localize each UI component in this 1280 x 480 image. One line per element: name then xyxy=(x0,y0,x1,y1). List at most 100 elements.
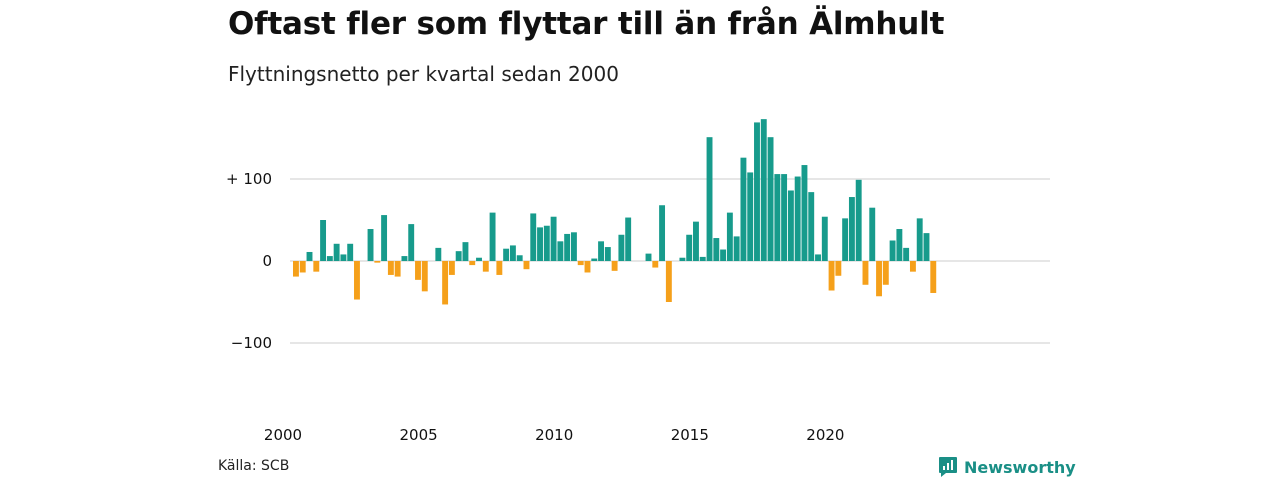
x-tick-label: 2005 xyxy=(400,426,438,444)
bar-2008-q2 xyxy=(516,255,523,261)
bar-2019-q1 xyxy=(808,192,815,261)
bar-2010-q2 xyxy=(570,232,577,261)
bar-2008-q3 xyxy=(523,261,530,270)
bar-2010-q3 xyxy=(577,261,584,266)
bar-2004-q1 xyxy=(401,256,408,261)
bar-2016-q3 xyxy=(740,157,747,261)
source-note: Källa: SCB xyxy=(218,458,290,474)
bar-2021-q1 xyxy=(862,261,869,285)
bar-2015-q1 xyxy=(699,256,706,261)
bar-2017-q1 xyxy=(754,122,760,261)
bar-2013-q1 xyxy=(645,253,652,261)
bar-2001-q4 xyxy=(340,254,347,261)
bar-2021-q4 xyxy=(882,261,889,285)
x-tick-label: 2020 xyxy=(806,426,844,444)
bar-2008-q1 xyxy=(509,245,516,261)
bar-2006-q3 xyxy=(469,261,476,266)
bar-2012-q1 xyxy=(618,234,625,261)
bar-2006-q1 xyxy=(455,251,462,261)
bar-2002-q4 xyxy=(367,229,374,261)
bar-2014-q2 xyxy=(679,257,686,261)
bar-2015-q2 xyxy=(706,137,713,261)
newsworthy-logo: Newsworthy xyxy=(938,456,1076,478)
chart-subtitle: Flyttningsnetto per kvartal sedan 2000 xyxy=(228,62,619,86)
bar-2020-q3 xyxy=(848,197,855,261)
bar-2003-q2 xyxy=(381,215,388,261)
bar-2012-q2 xyxy=(625,217,632,261)
bar-2018-q1 xyxy=(781,174,788,261)
bar-2020-q2 xyxy=(842,218,849,261)
bar-2003-q4 xyxy=(394,261,401,277)
y-tick-label: 0 xyxy=(262,252,272,270)
bar-2007-q4 xyxy=(503,248,510,261)
bar-2006-q2 xyxy=(462,242,469,261)
bar-2014-q3 xyxy=(686,234,693,261)
bar-2013-q3 xyxy=(659,205,666,261)
x-tick-label: 2000 xyxy=(264,426,302,444)
bar-2000-q4 xyxy=(313,261,320,272)
bar-2009-q4 xyxy=(557,241,564,261)
bar-2005-q3 xyxy=(442,261,449,305)
x-tick-label: 2010 xyxy=(535,426,573,444)
bar-2007-q2 xyxy=(489,212,496,261)
bar-2021-q3 xyxy=(876,261,882,297)
bar-2000-q1 xyxy=(293,261,299,277)
bar-2010-q4 xyxy=(584,261,591,273)
bar-2019-q2 xyxy=(815,254,821,261)
bar-2002-q2 xyxy=(354,261,360,300)
bar-2002-q1 xyxy=(347,243,354,261)
bar-2017-q4 xyxy=(774,174,781,261)
bar-2005-q2 xyxy=(435,247,442,261)
y-tick-label: + 100 xyxy=(226,170,272,188)
bar-2020-q1 xyxy=(835,261,842,276)
x-tick-label: 2015 xyxy=(671,426,709,444)
newsworthy-icon xyxy=(939,457,957,477)
bar-2000-q2 xyxy=(299,261,306,273)
bar-2018-q3 xyxy=(794,176,801,261)
bar-2016-q1 xyxy=(726,212,733,261)
bar-2001-q1 xyxy=(320,220,327,261)
bar-2019-q3 xyxy=(821,216,828,261)
bar-2015-q4 xyxy=(720,249,727,261)
bar-2009-q2 xyxy=(543,225,550,261)
bar-2004-q3 xyxy=(415,261,421,280)
bar-2004-q4 xyxy=(421,261,428,292)
bar-2003-q3 xyxy=(387,261,394,275)
bar-2023-q3 xyxy=(930,261,937,293)
brand-name: Newsworthy xyxy=(964,457,1076,477)
bar-2009-q3 xyxy=(550,216,557,261)
bar-2022-q3 xyxy=(903,247,910,261)
bar-2005-q4 xyxy=(448,261,455,275)
bar-2003-q1 xyxy=(374,261,381,263)
bar-2004-q2 xyxy=(408,224,415,261)
bar-2011-q2 xyxy=(598,241,604,261)
y-axis-ticks: + 100 0 −100 xyxy=(226,170,272,352)
bar-2023-q1 xyxy=(916,218,923,261)
bar-2018-q4 xyxy=(801,165,808,261)
y-tick-label: −100 xyxy=(231,334,272,352)
bar-2013-q4 xyxy=(665,261,672,302)
bar-2011-q3 xyxy=(604,247,611,261)
bar-2007-q1 xyxy=(482,261,489,272)
bar-2022-q4 xyxy=(909,261,916,272)
bar-2016-q2 xyxy=(733,236,740,261)
bar-2017-q2 xyxy=(760,119,767,261)
bar-2010-q1 xyxy=(564,233,571,261)
bar-2022-q1 xyxy=(889,240,896,261)
bar-2020-q4 xyxy=(855,179,862,261)
bar-2018-q2 xyxy=(787,190,794,261)
bar-2017-q3 xyxy=(767,137,774,261)
bar-2015-q3 xyxy=(713,238,720,261)
bar-2001-q2 xyxy=(326,256,333,261)
bar-2006-q4 xyxy=(476,257,482,261)
bar-2000-q3 xyxy=(306,251,313,261)
bar-2016-q4 xyxy=(747,172,754,261)
bar-2019-q4 xyxy=(828,261,835,291)
bar-2011-q1 xyxy=(591,258,598,261)
bar-2014-q4 xyxy=(693,221,699,261)
bar-2021-q2 xyxy=(869,207,876,261)
bars xyxy=(293,119,937,305)
chart-title: Oftast fler som flyttar till än från Älm… xyxy=(228,6,945,42)
bar-2022-q2 xyxy=(896,229,903,261)
